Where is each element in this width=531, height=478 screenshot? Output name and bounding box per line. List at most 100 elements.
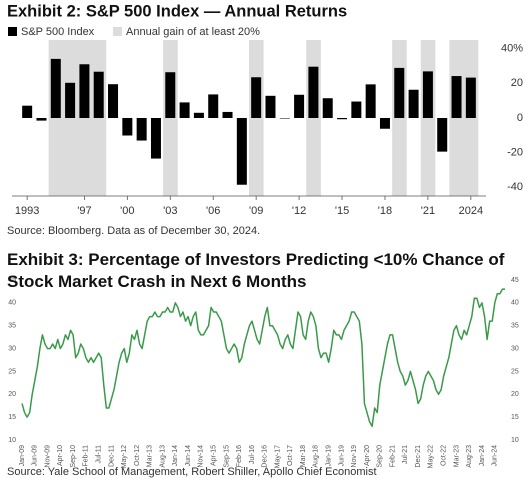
x-tick-label: Feb-21 <box>389 445 396 467</box>
bar <box>337 118 348 120</box>
x-tick-label: '21 <box>421 205 435 217</box>
x-tick-label: Dec-11 <box>108 445 115 467</box>
bar <box>422 71 433 118</box>
bar <box>65 82 76 118</box>
x-tick-label: Jul-11 <box>96 445 103 464</box>
y-tick-label: 10 <box>8 437 16 444</box>
bar <box>451 76 462 118</box>
x-tick-label: Jun-14 <box>185 445 192 467</box>
x-tick-label: Dec-16 <box>262 445 269 468</box>
x-tick-label: '06 <box>206 205 220 217</box>
x-tick-label: Apr-20 <box>364 445 371 466</box>
x-tick-label: Apr-10 <box>57 445 64 466</box>
x-tick-label: '00 <box>120 205 134 217</box>
bar <box>351 101 362 118</box>
bar <box>179 102 190 118</box>
x-tick-label: May-22 <box>428 445 435 468</box>
bar <box>379 118 390 129</box>
bar <box>79 64 90 118</box>
y-tick-label: 45 <box>8 277 16 284</box>
bar <box>408 89 419 118</box>
bar <box>22 105 33 118</box>
y-tick-label: 40 <box>8 300 16 307</box>
x-tick-label: Oct-22 <box>441 445 448 466</box>
bar <box>222 111 233 118</box>
bar <box>193 112 204 118</box>
x-tick-label: Nov-14 <box>198 445 205 468</box>
bar <box>279 118 290 119</box>
y-tick-label: 20 <box>8 391 16 398</box>
x-tick-label: Jun-19 <box>338 445 345 467</box>
x-tick-label: Feb-16 <box>236 445 243 467</box>
x-tick-label: Mar-18 <box>300 445 307 467</box>
x-tick-label: Jul-16 <box>249 445 256 464</box>
y-tick-label: 45 <box>511 277 519 284</box>
bar <box>265 95 276 118</box>
bar <box>294 94 305 118</box>
x-tick-label: Mar-23 <box>453 445 460 467</box>
legend-label: Annual gain of at least 20% <box>126 26 260 38</box>
x-tick-label: Aug-23 <box>466 445 473 468</box>
x-tick-label: '15 <box>335 205 349 217</box>
y-tick-label: 0 <box>517 112 523 124</box>
bar <box>208 94 219 118</box>
y-tick-label: -40 <box>507 181 523 193</box>
bar <box>308 66 319 118</box>
chart-title: Exhibit 3: Percentage of Investors Predi… <box>7 250 505 291</box>
bar <box>322 98 333 118</box>
x-tick-label: Mar-13 <box>147 445 154 467</box>
x-tick-label: Sep-15 <box>223 445 230 468</box>
x-tick-label: '12 <box>292 205 306 217</box>
y-tick-label: 35 <box>511 323 519 330</box>
x-tick-label: Jul-21 <box>402 445 409 464</box>
x-tick-label: Oct-17 <box>287 445 294 466</box>
bar <box>394 67 405 118</box>
data-line <box>21 288 505 428</box>
y-tick-label: 10 <box>511 437 519 444</box>
bar <box>465 77 476 118</box>
bar <box>136 118 147 141</box>
chart-title: Exhibit 2: S&P 500 Index — Annual Return… <box>7 2 347 20</box>
x-tick-label: '97 <box>77 205 91 217</box>
x-tick-label: Jan-19 <box>326 445 333 467</box>
x-tick-label: Nov-19 <box>351 445 358 468</box>
bar <box>108 84 119 118</box>
x-tick-label: Jun-09 <box>32 445 39 467</box>
bar <box>50 58 61 118</box>
bar <box>365 84 376 118</box>
bar <box>251 77 262 118</box>
x-tick-label: May-17 <box>274 445 281 468</box>
x-tick-label: May-12 <box>121 445 128 468</box>
x-tick-label: '09 <box>249 205 263 217</box>
y-tick-label: 15 <box>8 414 16 421</box>
x-tick-label: Jan-14 <box>172 445 179 467</box>
y-tick-label: 30 <box>8 345 16 352</box>
x-tick-label: Jun-24 <box>492 445 499 467</box>
x-tick-label: Aug-13 <box>159 445 166 468</box>
y-tick-label: 25 <box>511 368 519 375</box>
legend-swatch <box>8 27 17 36</box>
y-tick-label: 30 <box>511 345 519 352</box>
x-tick-label: Feb-11 <box>83 445 90 467</box>
bar <box>165 72 176 118</box>
x-tick-label: Nov-09 <box>44 445 51 468</box>
x-tick-label: Sep-20 <box>377 445 384 468</box>
y-tick-label: 40% <box>501 43 523 55</box>
y-tick-label: 20 <box>511 391 519 398</box>
x-tick-label: '03 <box>163 205 177 217</box>
bar <box>122 118 133 136</box>
x-tick-label: 1993 <box>15 205 39 217</box>
y-tick-label: 25 <box>8 368 16 375</box>
x-tick-label: Sep-10 <box>70 445 77 468</box>
x-tick-label: Apr-15 <box>211 445 218 466</box>
bar <box>93 71 104 118</box>
x-tick-label: Jan-09 <box>19 445 26 467</box>
source-note: Source: Yale School of Management, Rober… <box>7 466 377 478</box>
y-tick-label: 35 <box>8 323 16 330</box>
x-tick-label: 2024 <box>459 205 483 217</box>
bar <box>236 118 247 185</box>
bar <box>36 118 47 121</box>
x-tick-label: Dec-21 <box>415 445 422 468</box>
